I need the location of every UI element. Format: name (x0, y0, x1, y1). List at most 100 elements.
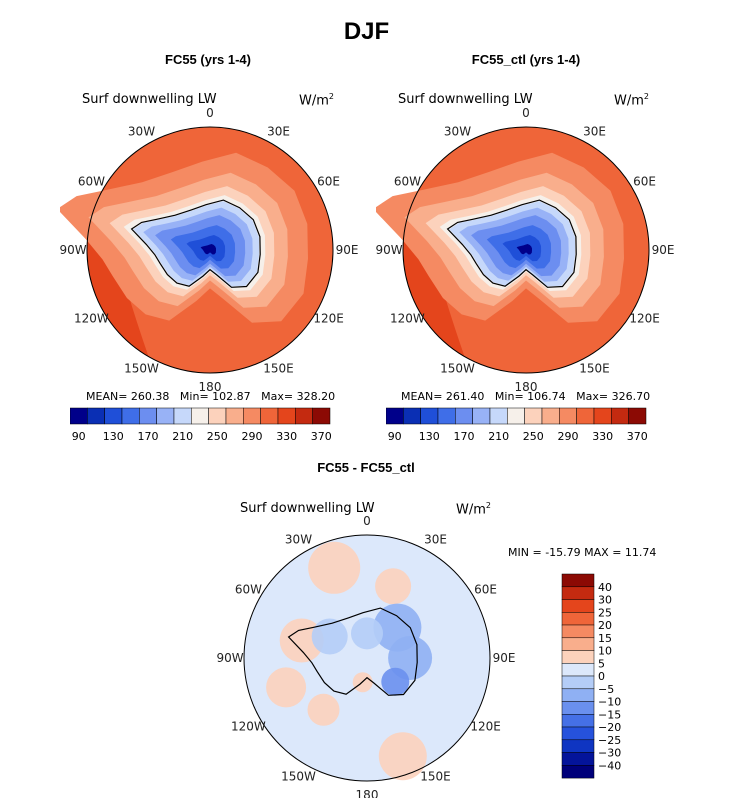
panel-2-stats: MEAN= 261.40 Min= 106.74 Max= 326.70 (401, 390, 650, 403)
panel-2-colorbar-bin-0 (386, 407, 404, 425)
panel-3-map: 0 30E 60E 90E 120E 150E 180 150W 120W 90W 60W 30W (217, 514, 515, 798)
panel-3-anomaly-1 (308, 541, 361, 594)
panel-1-colorbar-tick-250: 250 (207, 430, 228, 443)
panel-3-colorbar-bin-15 (561, 765, 595, 779)
panel-1-colorbar-bin-14 (312, 407, 331, 425)
panel-1-colorbar-tick-170: 170 (138, 430, 159, 443)
panel-1-lon-label-90E: 90E (336, 243, 359, 257)
panel-3-anomaly-9 (381, 667, 410, 696)
panel-3-colorbar-tick-10: −15 (598, 708, 621, 721)
panel-3-lon-label-150E: 150E (420, 770, 451, 784)
panel-3-colorbar-tick-13: −30 (598, 747, 621, 760)
panel-2-coastline (446, 199, 577, 288)
panel-3-lon-label-30W: 30W (285, 532, 312, 546)
panel-1-colorbar-bin-8 (208, 407, 227, 425)
panel-2-colorbar-tick-130: 130 (419, 430, 440, 443)
panel-3-colorbar-bin-0 (561, 573, 595, 588)
panel-2-lon-label-30E: 30E (583, 124, 606, 138)
panel-3-colorbar-bin-4 (561, 624, 595, 639)
panel-1-lon-label-0: 0 (206, 106, 214, 120)
panel-2-colorbar-tick-370: 370 (627, 430, 648, 443)
panel-2-units: W/m2 (614, 92, 649, 109)
panel-3-colorbar-bin-8 (561, 675, 595, 690)
panel-3-colorbar-tick-11: −20 (598, 721, 621, 734)
panel-3-colorbar-tick-12: −25 (598, 734, 621, 747)
panel-3-colorbar-bin-6 (561, 650, 595, 664)
panel-1-lon-label-60E: 60E (317, 175, 340, 189)
panel-1-lon-label-60W: 60W (78, 175, 105, 189)
panel-3-colorbar-bin-5 (561, 637, 595, 651)
panel-2-mean: 261.40 (445, 390, 485, 403)
panel-1-coastline (130, 199, 261, 288)
panel-3-colorbar-tick-7: 0 (598, 670, 605, 683)
panel-3-lon-label-30E: 30E (424, 532, 447, 546)
panel-2-map: 0 30E 60E 90E 120E 150E 180 150W 120W 90W 60W 30W (376, 106, 674, 394)
panel-3-colorbar-bin-10 (561, 701, 595, 715)
panel-3-lon-label-60W: 60W (235, 583, 262, 597)
panel-2-max-label: Max= (576, 390, 609, 403)
panel-1-colorbar-bin-13 (295, 407, 313, 425)
panel-3-colorbar-tick-1: 30 (598, 594, 612, 607)
panel-1-colorbar: 90 130 170 210 250 290 330 370 (70, 407, 332, 443)
panel-3-lon-label-180: 180 (356, 788, 379, 798)
panel-3-colorbar-tick-4: 15 (598, 632, 612, 645)
panel-2-contour-9 (516, 244, 532, 255)
panel-3-lon-label-60E: 60E (474, 583, 497, 597)
panel-1-colorbar-bin-12 (277, 407, 296, 425)
panel-3-max: 11.74 (624, 546, 657, 559)
panel-3-anomaly-0 (279, 618, 324, 663)
panel-1-colorbar-bin-11 (260, 407, 279, 425)
panel-3-coastline (287, 607, 418, 696)
panel-2-colorbar-tick-250: 250 (523, 430, 544, 443)
panel-3-anomaly-2 (375, 568, 412, 605)
panel-3-lon-label-90W: 90W (217, 651, 244, 665)
panel-2-title: FC55_ctl (yrs 1-4) (471, 52, 581, 67)
panel-3-variable: Surf downwelling LW (240, 501, 375, 516)
panel-2-lon-label-180: 180 (515, 380, 538, 394)
panel-2-colorbar-bin-7 (507, 407, 525, 425)
panel-2-lon-label-30W: 30W (444, 124, 471, 138)
panel-3-field-base (244, 535, 490, 781)
panel-1-colorbar-tick-130: 130 (103, 430, 124, 443)
panel-2-map-border (402, 126, 650, 374)
panel-2-min-label: Min= (494, 390, 524, 403)
panel-1-colorbar-bin-6 (173, 407, 192, 425)
panel-1-lon-label-150W: 150W (124, 362, 159, 376)
panel-1-map-border (86, 126, 334, 374)
panel-1-map: 0 30E 60E 90E 120E 150E 180 150W 120W 90W 60W 30W (60, 106, 359, 394)
panel-2-colorbar-bin-5 (472, 407, 491, 425)
panel-3-anomaly-5 (307, 693, 340, 726)
panel-2-colorbar-bin-9 (541, 407, 560, 425)
panel-1-max: 328.20 (296, 390, 336, 403)
panel-1-colorbar-bin-0 (70, 407, 88, 425)
panel-1-lon-label-30W: 30W (128, 124, 155, 138)
panel-1-mean: 260.38 (130, 390, 170, 403)
panel-3-colorbar-tick-6: 5 (598, 657, 605, 670)
panel-2-colorbar-bin-6 (489, 407, 508, 425)
panel-1-title: FC55 (yrs 1-4) (165, 52, 251, 67)
panel-2-colorbar-tick-290: 290 (558, 430, 579, 443)
panel-1-max-label: Max= (261, 390, 294, 403)
panel-2-colorbar-tick-170: 170 (454, 430, 475, 443)
panel-2-colorbar-bin-14 (628, 407, 647, 425)
panel-1-lon-label-120W: 120W (74, 312, 109, 326)
panel-3-colorbar-bin-2 (561, 599, 595, 613)
panel-1-lon-label-150E: 150E (263, 362, 294, 376)
panel-1-colorbar-bin-3 (121, 407, 140, 425)
panel-2-colorbar-bin-1 (403, 407, 421, 425)
panel-2-variable: Surf downwelling LW (398, 92, 533, 107)
panel-1-colorbar-bin-4 (139, 407, 157, 425)
panel-2-lon-label-120W: 120W (390, 312, 425, 326)
panel-2-mean-label: MEAN= (401, 390, 443, 403)
panel-3-title: FC55 - FC55_ctl (317, 460, 415, 475)
panel-1-lon-label-180: 180 (199, 380, 222, 394)
panel-3-lon-label-120W: 120W (231, 720, 266, 734)
panel-1-contour-9 (200, 244, 216, 255)
panel-3-lon-label-120E: 120E (470, 720, 501, 734)
panel-3-anomaly-10 (351, 617, 383, 650)
panel-2-max: 326.70 (611, 390, 651, 403)
panel-3-lon-label-0: 0 (363, 514, 371, 528)
panel-3-min-label: MIN = (508, 546, 542, 559)
panel-3-colorbar-bin-1 (561, 586, 595, 600)
figure-title: DJF (343, 18, 390, 45)
